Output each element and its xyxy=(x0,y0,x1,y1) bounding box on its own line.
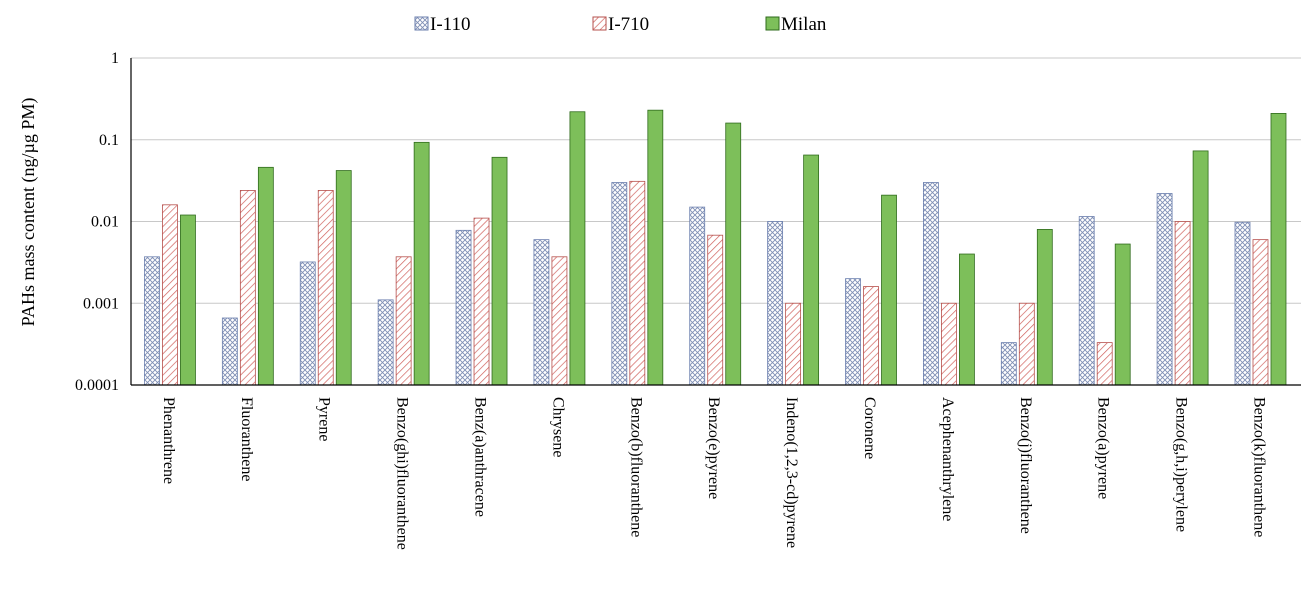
bar-milan-phenanthrene xyxy=(180,214,196,386)
y-axis-title: PAHs mass content (ng/µg PM) xyxy=(18,98,39,327)
bar-milan-benzo-a-pyrene xyxy=(1114,243,1131,386)
bar-i-710-benz-a-anthracene xyxy=(473,217,490,386)
x-category-label: Benzo(ghi)fluoranthene xyxy=(394,397,411,550)
bars xyxy=(144,109,1287,386)
x-category-label: Fluoranthene xyxy=(238,397,255,481)
bar-milan-coronene xyxy=(881,194,897,386)
x-category-label: Benz(a)anthracene xyxy=(472,397,489,517)
y-tick-label: 0.1 xyxy=(99,132,119,149)
bar-i-710-fluoranthene xyxy=(239,190,256,386)
x-category-labels: Phenanthrene Fluoranthene Pyrene Benzo(ghi)… xyxy=(160,397,1268,550)
x-category-label: Chrysene xyxy=(549,397,566,457)
bar-milan-acephenanthrylene xyxy=(959,253,975,386)
legend-swatch-i-710 xyxy=(592,16,607,31)
bar-i-710-acephenanthrylene xyxy=(941,302,957,386)
axes xyxy=(130,58,1301,386)
bar-i-110-indeno-1-2-3-cd-pyrene xyxy=(767,221,784,386)
bar-i-110-benzo-j-fluoranthene xyxy=(1000,342,1017,386)
bar-i-110-benzo-k-fluoranthene xyxy=(1234,221,1251,386)
x-category-label: Benzo(k)fluoranthene xyxy=(1250,397,1267,537)
bar-i-110-benzo-ghi-fluoranthene xyxy=(377,299,394,386)
bar-i-710-indeno-1-2-3-cd-pyrene xyxy=(785,302,802,386)
bar-i-110-benz-a-anthracene xyxy=(455,229,472,386)
bar-i-110-coronene xyxy=(845,278,861,386)
x-category-label: Benzo(a)pyrene xyxy=(1095,397,1112,499)
x-category-label: Benzo(b)fluoranthene xyxy=(627,397,644,537)
bar-milan-benzo-j-fluoranthene xyxy=(1036,229,1053,386)
y-tick-labels: 1 0.1 0.01 0.001 0.0001 xyxy=(75,50,119,394)
bar-i-710-pyrene xyxy=(317,190,334,386)
bar-milan-benzo-g-h-i-perylene xyxy=(1192,150,1209,386)
bar-milan-benzo-e-pyrene xyxy=(725,122,742,386)
bar-i-710-benzo-j-fluoranthene xyxy=(1018,302,1035,386)
bar-i-110-benzo-g-h-i-perylene xyxy=(1156,193,1173,386)
x-category-label: Coronene xyxy=(861,397,878,459)
bar-i-110-benzo-e-pyrene xyxy=(689,206,706,386)
x-category-label: Benzo(g,h,i)perylene xyxy=(1173,397,1190,532)
bar-i-710-benzo-a-pyrene xyxy=(1096,342,1113,386)
bar-milan-indeno-1-2-3-cd-pyrene xyxy=(803,154,820,386)
x-category-label: Phenanthrene xyxy=(160,397,177,484)
legend-swatch-milan xyxy=(765,16,780,31)
bar-i-710-coronene xyxy=(863,286,879,386)
x-category-label: Indeno(1,2,3-cd)pyrene xyxy=(783,397,800,548)
legend-swatch-i-110 xyxy=(414,16,429,31)
bar-milan-fluoranthene xyxy=(257,166,274,386)
bar-i-110-pyrene xyxy=(299,261,316,386)
bar-milan-pyrene xyxy=(335,170,352,386)
y-tick-label: 0.0001 xyxy=(75,377,119,394)
legend: I-110 I-710 Milan xyxy=(414,14,827,35)
y-tick-label: 1 xyxy=(111,50,119,67)
bar-milan-chrysene xyxy=(569,111,586,386)
legend-label-milan: Milan xyxy=(781,14,827,35)
legend-label-i-710: I-710 xyxy=(608,14,649,35)
bar-i-110-benzo-b-fluoranthene xyxy=(611,182,628,386)
bar-i-710-benzo-ghi-fluoranthene xyxy=(395,256,412,386)
bar-i-710-benzo-b-fluoranthene xyxy=(629,180,646,386)
bar-i-110-phenanthrene xyxy=(144,256,160,386)
bar-i-710-chrysene xyxy=(551,256,568,386)
bar-milan-benzo-ghi-fluoranthene xyxy=(413,141,430,386)
bar-i-110-benzo-a-pyrene xyxy=(1078,216,1095,386)
bar-i-710-benzo-e-pyrene xyxy=(707,234,724,386)
bar-i-710-benzo-k-fluoranthene xyxy=(1252,239,1269,386)
bar-i-110-fluoranthene xyxy=(221,317,238,386)
y-tick-label: 0.001 xyxy=(83,295,119,312)
bar-milan-benzo-b-fluoranthene xyxy=(647,109,664,386)
x-category-label: Benzo(e)pyrene xyxy=(705,397,722,499)
x-category-label: Pyrene xyxy=(316,397,333,441)
bar-i-110-acephenanthrylene xyxy=(923,182,939,386)
x-category-label: Benzo(j)fluoranthene xyxy=(1017,397,1034,534)
bar-i-710-benzo-g-h-i-perylene xyxy=(1174,221,1191,386)
bar-i-710-phenanthrene xyxy=(162,204,178,386)
y-tick-label: 0.01 xyxy=(91,214,119,231)
bar-milan-benz-a-anthracene xyxy=(491,156,508,386)
legend-label-i-110: I-110 xyxy=(430,14,470,35)
bar-milan-benzo-k-fluoranthene xyxy=(1270,113,1287,386)
bar-i-110-chrysene xyxy=(533,239,550,386)
x-category-label: Acephenanthrylene xyxy=(939,397,956,521)
